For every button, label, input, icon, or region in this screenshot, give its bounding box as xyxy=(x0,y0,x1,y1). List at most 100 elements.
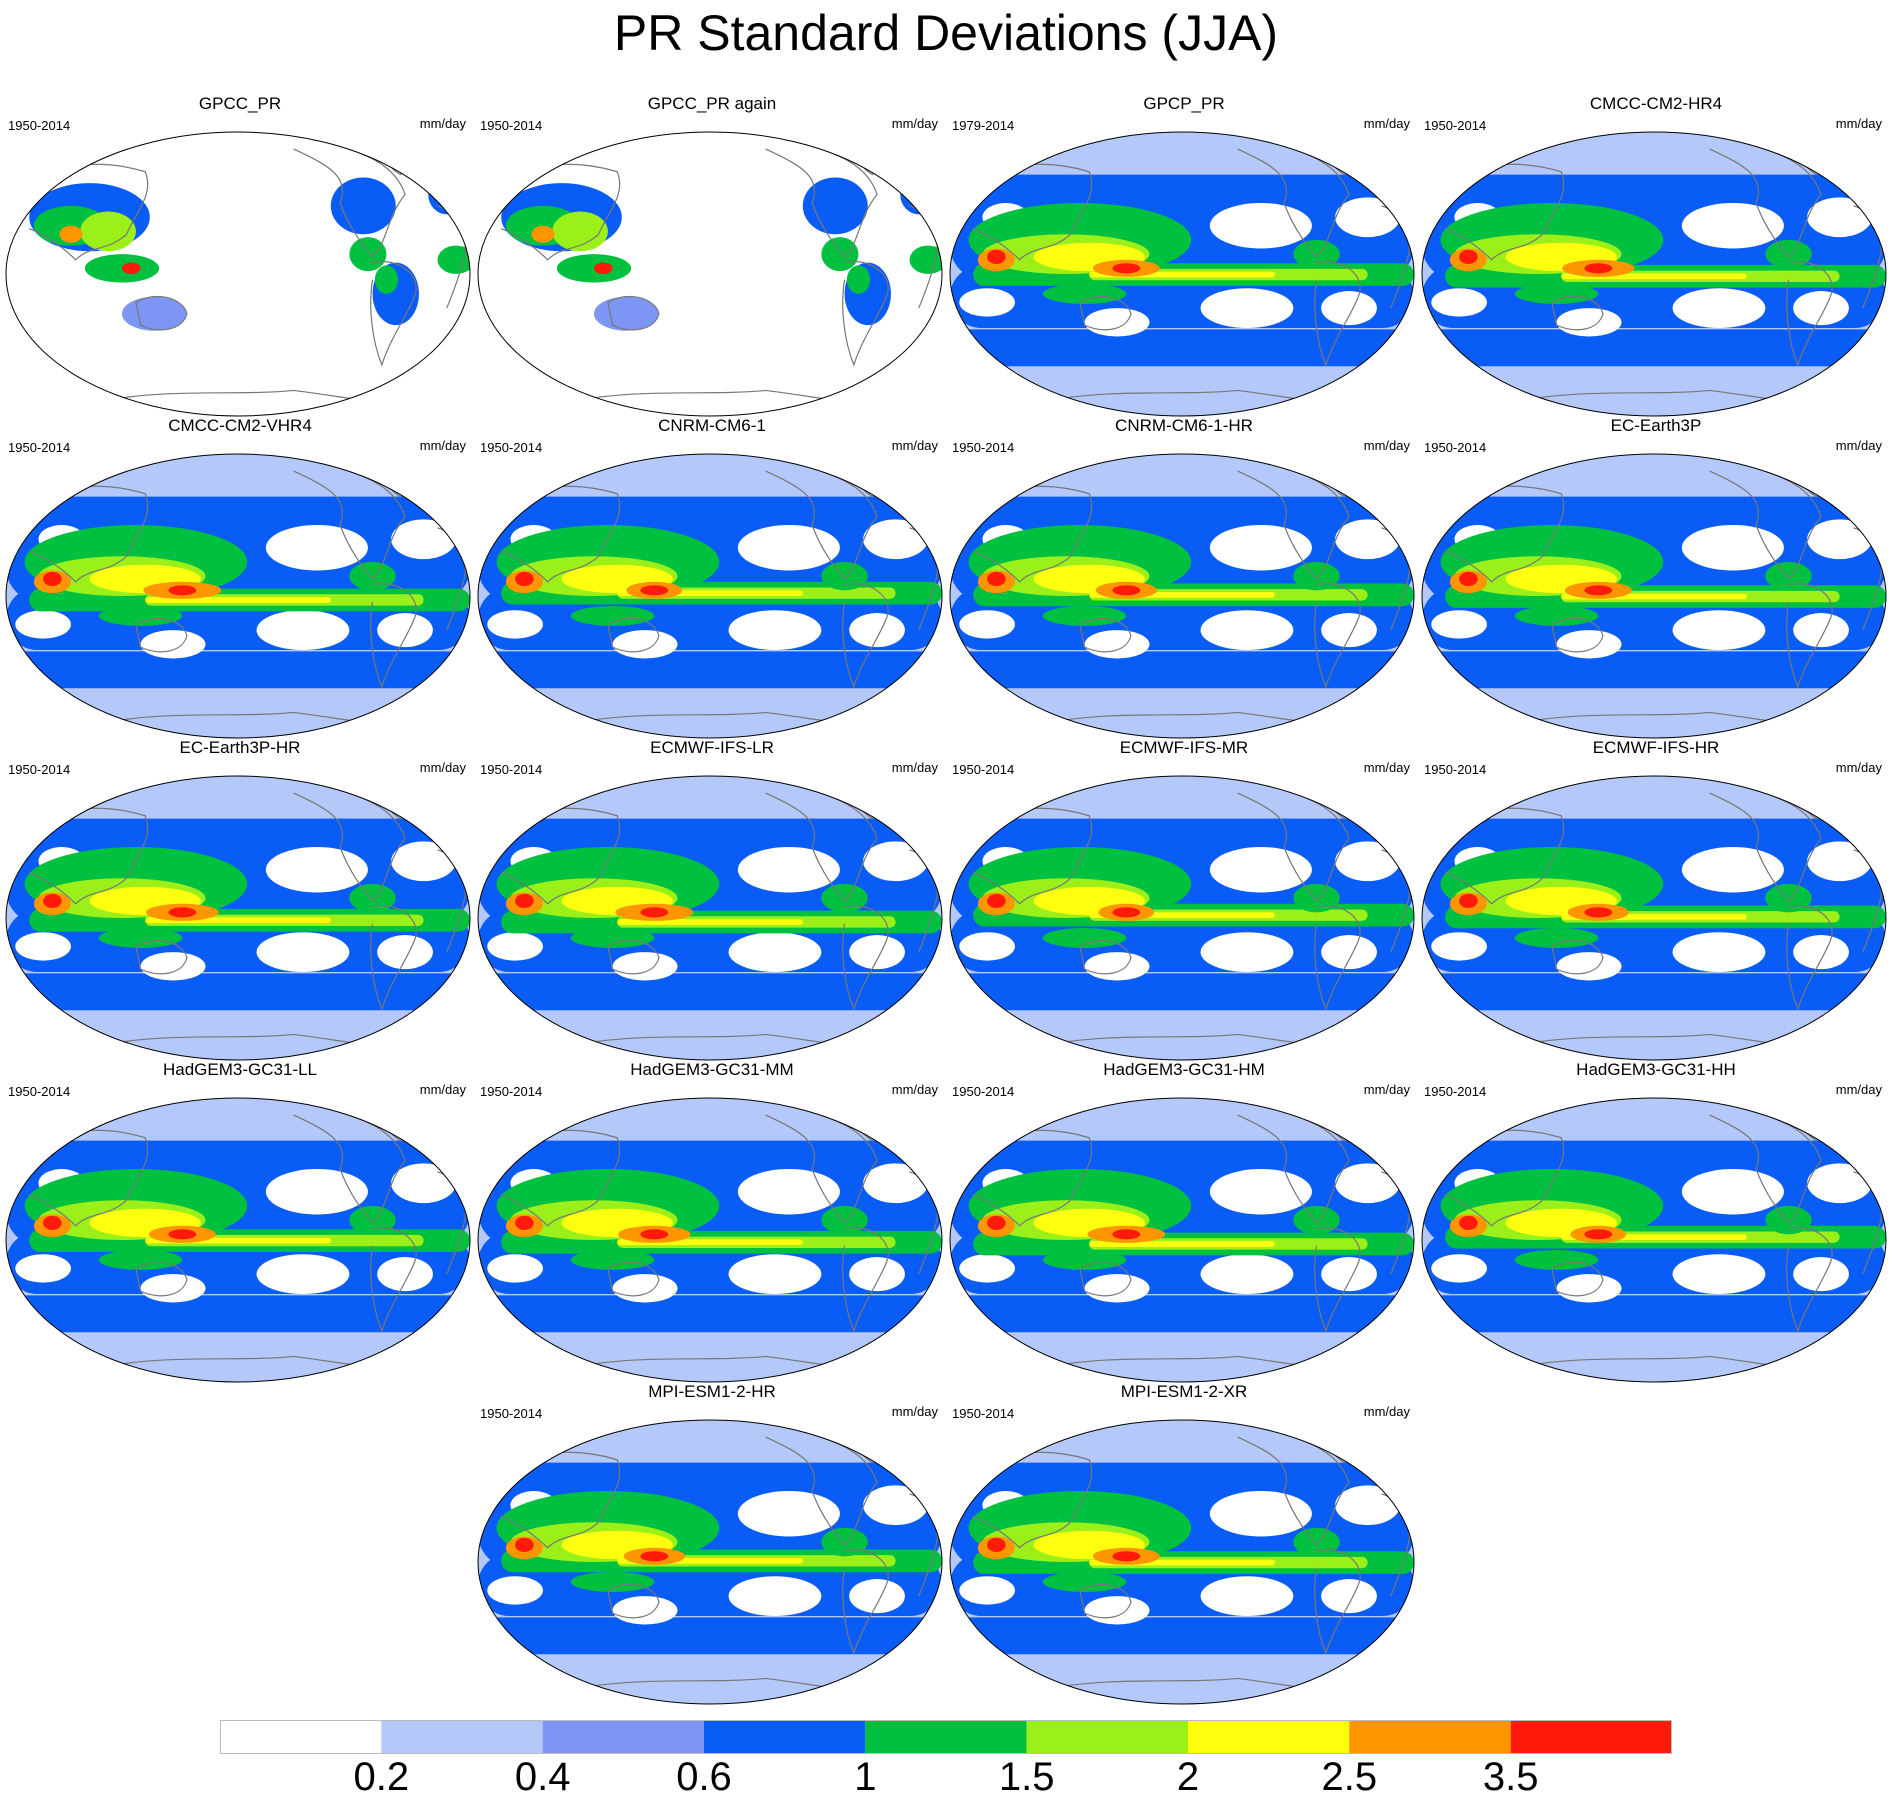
north-pacific-dry xyxy=(737,525,840,571)
north-africa-dry xyxy=(1807,197,1873,238)
sh-storm-track xyxy=(950,973,1414,1011)
india-red xyxy=(43,1215,62,1231)
map-field xyxy=(1422,454,1886,738)
precip-stddev-map xyxy=(477,131,943,417)
india-red xyxy=(987,571,1006,587)
australia-dry xyxy=(140,1274,206,1303)
warm-pool-red xyxy=(1112,1229,1141,1240)
map-panel: GPCC_PR again 1950-2014 mm/day xyxy=(476,94,948,417)
map-field xyxy=(6,454,470,738)
coastline-australia xyxy=(135,1261,188,1297)
panel-title: CMCC-CM2-VHR4 xyxy=(168,416,312,435)
southeast-pacific-dry xyxy=(1672,610,1766,650)
panel-period: 1950-2014 xyxy=(8,440,71,455)
sh-storm-track xyxy=(478,1617,942,1655)
australia-dry xyxy=(612,1274,678,1303)
indian-ocean-dry xyxy=(15,610,71,639)
panel-units: mm/day xyxy=(891,1404,938,1419)
amazon-green xyxy=(846,265,871,294)
panel-units: mm/day xyxy=(1835,438,1882,453)
south-atlantic-dry xyxy=(849,935,905,970)
panel-period: 1950-2014 xyxy=(1424,118,1487,133)
sh-storm-track xyxy=(6,1295,470,1333)
coastline-south-america xyxy=(1314,583,1361,689)
southeast-pacific-dry xyxy=(1200,932,1294,972)
central-america-green xyxy=(821,883,868,913)
southeast-pacific-dry xyxy=(1200,288,1294,328)
southeast-pacific-dry xyxy=(1200,1254,1294,1294)
panel-units: mm/day xyxy=(1835,760,1882,775)
sh-storm-track xyxy=(1422,651,1886,689)
central-america-green xyxy=(821,1527,868,1557)
india-red xyxy=(987,1215,1006,1231)
map-panel: CNRM-CM6-1-HR 1950-2014 mm/day xyxy=(948,416,1420,739)
panel-title: EC-Earth3P xyxy=(1610,416,1702,435)
map-field xyxy=(6,776,470,1060)
precip-stddev-map xyxy=(5,775,471,1061)
australia-dry xyxy=(1084,630,1150,659)
north-pacific-dry xyxy=(1209,203,1312,249)
precip-stddev-map xyxy=(949,453,1415,739)
sh-storm-track xyxy=(478,651,942,689)
panel-period: 1950-2014 xyxy=(480,762,543,777)
coastline-south-america xyxy=(1314,905,1361,1011)
map-outline xyxy=(1421,775,1887,1061)
north-pacific-dry xyxy=(1681,847,1784,893)
colorbar-swatch xyxy=(704,1720,866,1754)
southeast-pacific-dry xyxy=(1672,288,1766,328)
panel-period: 1950-2014 xyxy=(480,1084,543,1099)
coastline-asia xyxy=(496,1129,621,1227)
spcz-green xyxy=(570,927,655,948)
southeast-pacific-dry xyxy=(1200,610,1294,650)
map-panel: HadGEM3-GC31-HH 1950-2014 mm/day xyxy=(1420,1060,1892,1383)
spcz-green xyxy=(570,1249,655,1270)
north-pacific-dry xyxy=(1209,847,1312,893)
north-africa-dry xyxy=(1335,519,1401,560)
panel-units: mm/day xyxy=(1363,1404,1410,1419)
warm-pool-red xyxy=(1112,1551,1141,1562)
panel-title: CMCC-CM2-HR4 xyxy=(1589,94,1723,113)
indian-ocean-dry xyxy=(959,1254,1015,1283)
southeast-pacific-dry xyxy=(1200,1576,1294,1616)
north-africa-dry xyxy=(863,519,929,560)
colorbar-swatch xyxy=(1349,1720,1511,1754)
spcz-green xyxy=(1042,1249,1127,1270)
map-outline xyxy=(5,1097,471,1383)
panel-units: mm/day xyxy=(1363,438,1410,453)
warm-pool-red xyxy=(168,585,197,596)
coastline-asia xyxy=(24,807,149,905)
map-panel: MPI-ESM1-2-HR 1950-2014 mm/day xyxy=(476,1382,948,1705)
central-america-green xyxy=(1293,883,1340,913)
central-america-green xyxy=(1293,1205,1340,1235)
india-red xyxy=(515,1215,534,1231)
southeast-pacific-dry xyxy=(1672,1254,1766,1294)
central-america-green xyxy=(1765,1205,1812,1235)
india-red xyxy=(987,1537,1006,1553)
southeast-pacific-dry xyxy=(728,932,822,972)
central-america-green xyxy=(1765,883,1812,913)
indian-ocean-dry xyxy=(1431,288,1487,317)
australia-dry xyxy=(1084,952,1150,981)
indian-ocean-dry xyxy=(959,288,1015,317)
southeast-pacific-dry xyxy=(728,1576,822,1616)
coastline-south-america xyxy=(370,583,417,689)
figure-title: PR Standard Deviations (JJA) xyxy=(613,5,1279,61)
australia-dry xyxy=(140,952,206,981)
map-outline xyxy=(477,131,943,417)
coastline-asia xyxy=(968,1129,1093,1227)
coastline-north-america xyxy=(293,789,406,902)
panel-units: mm/day xyxy=(891,1082,938,1097)
china-lightgreen xyxy=(552,211,608,252)
map-field xyxy=(6,1098,470,1382)
north-pacific-dry xyxy=(265,847,368,893)
precip-stddev-map xyxy=(477,775,943,1061)
colorbar-swatch xyxy=(542,1720,704,1754)
precip-stddev-map xyxy=(1421,775,1887,1061)
warm-pool-red xyxy=(640,907,669,918)
coastline-australia xyxy=(135,939,188,975)
north-africa-dry xyxy=(391,519,457,560)
map-panel: MPI-ESM1-2-XR 1950-2014 mm/day xyxy=(948,1382,1420,1705)
coastline-australia xyxy=(1079,1261,1132,1297)
colorbar-swatch xyxy=(220,1720,382,1754)
sh-storm-track xyxy=(478,973,942,1011)
